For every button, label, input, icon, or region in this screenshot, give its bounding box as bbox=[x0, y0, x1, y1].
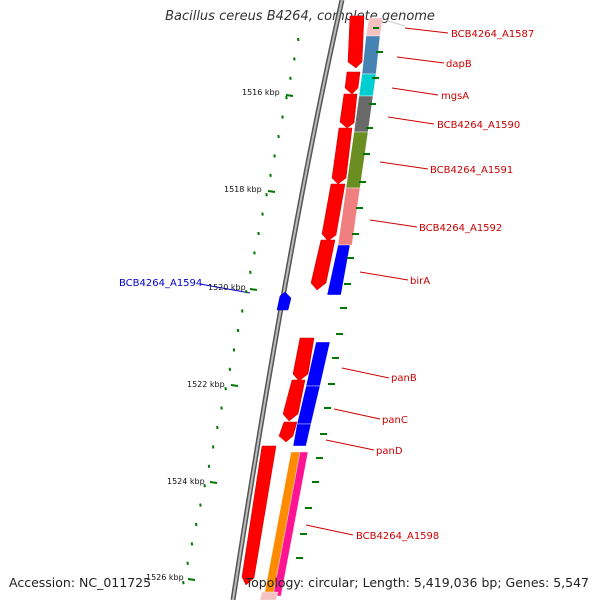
ruler-minor-tick bbox=[224, 387, 227, 391]
topology-text: Topology: circular; Length: 5,419,036 bp… bbox=[245, 575, 589, 590]
major-tick-1524 bbox=[209, 481, 218, 484]
gene-label-bcb4264-a1590: BCB4264_A1590 bbox=[437, 120, 520, 131]
connector-bcb4264-a1587 bbox=[404, 27, 449, 34]
connector-bcb4264-a1592 bbox=[369, 219, 418, 228]
ruler-minor-tick bbox=[249, 270, 252, 274]
ruler-minor-tick bbox=[207, 464, 211, 468]
tick-label-1520: 1520 kbp bbox=[208, 283, 246, 292]
gene-label-mgsa: mgsA bbox=[441, 91, 469, 102]
cds-arrow-bcb4264-a1590 bbox=[331, 127, 353, 185]
connector-panc bbox=[333, 408, 381, 420]
cds-arrow-panb bbox=[292, 337, 315, 382]
ruler-minor-tick bbox=[203, 484, 206, 488]
tick-label-1522: 1522 kbp bbox=[187, 380, 225, 389]
connector-panb bbox=[341, 367, 390, 379]
connector-mgsa bbox=[391, 87, 439, 96]
ruler-minor-tick bbox=[261, 212, 264, 216]
cds-arrow-dapb bbox=[344, 71, 361, 95]
genome-backbone-highlight bbox=[232, 0, 343, 600]
tick-label-1524: 1524 kbp bbox=[167, 477, 205, 486]
cog-block-dapb bbox=[361, 35, 381, 75]
gene-label-bcb4264-a1594: BCB4264_A1594 bbox=[119, 278, 202, 289]
top-connector bbox=[384, 19, 406, 27]
cds-arrow-bcb4264-a1592 bbox=[310, 239, 336, 291]
ruler-major-ticks bbox=[187, 94, 294, 581]
cds-forward-track bbox=[241, 15, 365, 586]
connector-dapb bbox=[396, 56, 445, 64]
connector-bcb4264-a1594 bbox=[199, 283, 251, 294]
cog-block-a1598-magenta bbox=[272, 451, 309, 597]
map-title: Bacillus cereus B4264, complete genome bbox=[165, 9, 435, 24]
ruler-minor-tick bbox=[220, 406, 223, 410]
connector-bcb4264-a1591 bbox=[379, 161, 429, 170]
ruler-minor-tick bbox=[232, 348, 236, 352]
cds-arrow-bcb4264-a1587 bbox=[347, 15, 365, 69]
ruler-labels: 1516 kbp 1518 kbp 1520 kbp 1522 kbp 1524… bbox=[146, 88, 280, 582]
connector-bcb4264-a1590 bbox=[387, 116, 435, 125]
cds-arrow-bcb4264-a1591 bbox=[321, 183, 346, 242]
ruler-minor-tick bbox=[194, 522, 198, 527]
ruler-minor-tick bbox=[199, 503, 202, 507]
major-tick-1522 bbox=[230, 384, 239, 387]
tick-label-1526: 1526 kbp bbox=[146, 573, 184, 582]
gene-label-bira: birA bbox=[410, 276, 430, 287]
connector-bcb4264-a1598 bbox=[305, 524, 354, 536]
ruler-minor-tick bbox=[186, 561, 189, 565]
cog-block-tail bbox=[259, 591, 279, 600]
ruler-minor-tick bbox=[241, 309, 244, 313]
gene-label-panb: panB bbox=[391, 373, 417, 384]
tick-label-1516: 1516 kbp bbox=[242, 88, 280, 97]
ruler-minor-tick bbox=[297, 37, 300, 42]
major-tick-1516 bbox=[285, 94, 294, 97]
tick-label-1518: 1518 kbp bbox=[224, 185, 262, 194]
gene-labels: BCB4264_A1587 dapB mgsA BCB4264_A1590 BC… bbox=[119, 29, 534, 542]
cds-arrow-pand bbox=[278, 421, 298, 443]
ruler-minor-tick bbox=[245, 290, 248, 294]
connector-pand bbox=[325, 439, 375, 451]
major-tick-1520 bbox=[249, 288, 258, 291]
ruler-minor-tick bbox=[236, 328, 240, 333]
major-tick-1518 bbox=[267, 190, 276, 193]
cds-arrow-panc bbox=[282, 379, 306, 422]
gene-label-pand: panD bbox=[376, 446, 403, 457]
cog-block-bira bbox=[326, 244, 351, 296]
ruler-minor-tick bbox=[269, 173, 272, 177]
cds-arrow-mgsa bbox=[339, 93, 358, 129]
ruler-minor-tick bbox=[253, 251, 256, 255]
ruler-minor-tick bbox=[293, 57, 296, 61]
cog-block-a1590 bbox=[353, 95, 374, 133]
ruler-minor-tick bbox=[289, 76, 292, 80]
connector-bira bbox=[359, 271, 409, 281]
ruler-minor-tick bbox=[216, 425, 219, 430]
ruler-minor-tick bbox=[211, 445, 215, 449]
gene-label-dapb: dapB bbox=[446, 59, 472, 70]
ruler-minor-tick bbox=[257, 231, 260, 236]
gene-label-panc: panC bbox=[382, 415, 408, 426]
ruler-minor-tick bbox=[285, 96, 288, 100]
cog-block-pand bbox=[292, 423, 312, 447]
ruler-minor-tick bbox=[228, 367, 232, 371]
accession-text: Accession: NC_011725 bbox=[9, 575, 152, 590]
major-tick-1526 bbox=[187, 578, 196, 581]
gene-label-bcb4264-a1592: BCB4264_A1592 bbox=[419, 223, 502, 234]
cog-block-a1592 bbox=[337, 187, 361, 246]
ruler-minor-tick bbox=[273, 154, 276, 158]
ruler-minor-tick bbox=[190, 542, 194, 546]
inner-ticks bbox=[296, 27, 383, 559]
gene-label-bcb4264-a1598: BCB4264_A1598 bbox=[356, 531, 439, 542]
ruler-minor-tick bbox=[281, 115, 284, 119]
ruler-minor-tick bbox=[277, 134, 280, 139]
gene-label-bcb4264-a1591: BCB4264_A1591 bbox=[430, 165, 513, 176]
ruler-minor-tick bbox=[265, 193, 268, 197]
cds-arrow-bcb4264-a1594 bbox=[276, 291, 292, 311]
cds-arrow-bcb4264-a1598 bbox=[241, 445, 277, 586]
gene-label-bcb4264-a1587: BCB4264_A1587 bbox=[451, 29, 534, 40]
ruler-minor-tick bbox=[182, 581, 185, 585]
label-connectors bbox=[199, 27, 449, 536]
ruler-minor-ticks bbox=[182, 37, 300, 585]
